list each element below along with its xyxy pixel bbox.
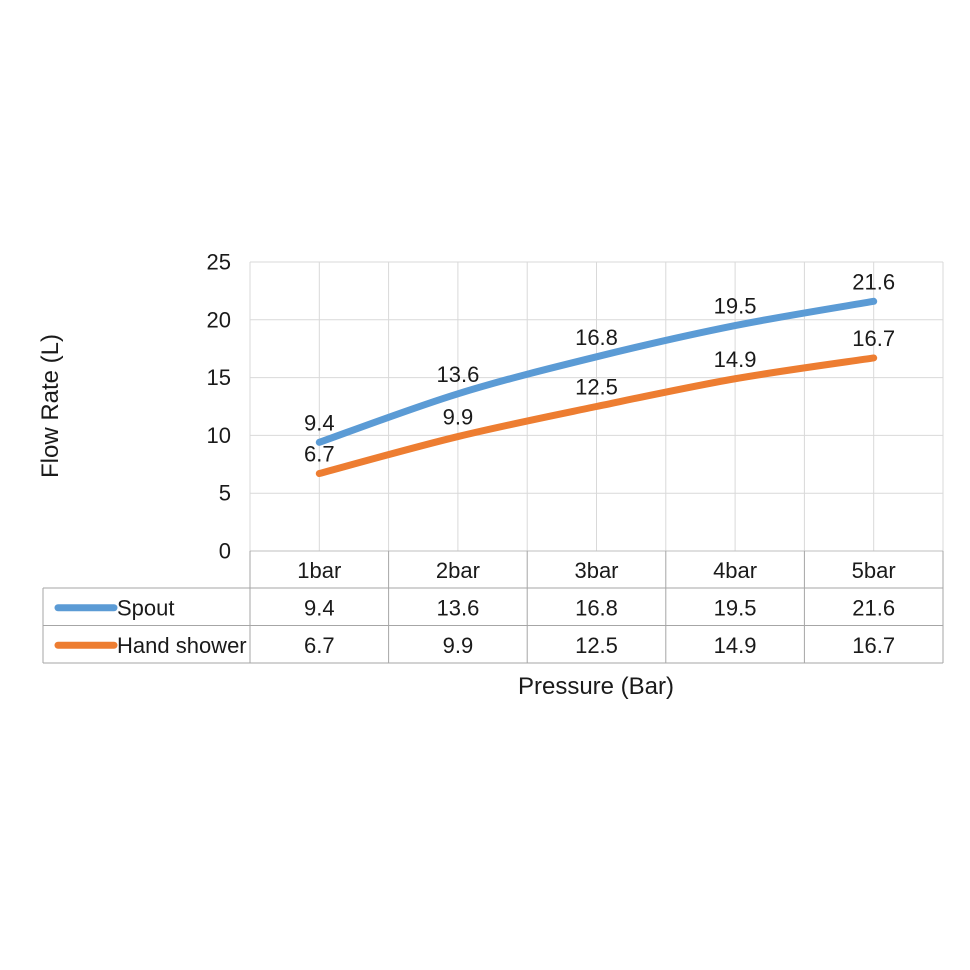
data-labels-hand-shower: 6.7 9.9 12.5 14.9 16.7 xyxy=(304,326,895,467)
category-labels: 1bar 2bar 3bar 4bar 5bar xyxy=(297,558,895,583)
series-line-spout xyxy=(315,297,878,446)
table-cell-value: 12.5 xyxy=(575,633,618,658)
table-cell-value: 13.6 xyxy=(436,595,479,620)
y-tick-label: 10 xyxy=(207,423,231,448)
y-axis-title: Flow Rate (L) xyxy=(37,333,64,479)
data-label: 19.5 xyxy=(714,294,757,319)
data-label: 16.7 xyxy=(852,326,895,351)
data-label: 13.6 xyxy=(436,362,479,387)
y-tick-label: 0 xyxy=(219,539,231,564)
table-cell-value: 21.6 xyxy=(852,595,895,620)
legend-label: Spout xyxy=(117,595,175,620)
y-tick-label: 5 xyxy=(219,481,231,506)
table-cell-value: 19.5 xyxy=(714,595,757,620)
data-label: 9.4 xyxy=(304,410,335,435)
data-label: 21.6 xyxy=(852,269,895,294)
table-cell-value: 16.8 xyxy=(575,595,618,620)
table-cell-value: 6.7 xyxy=(304,633,335,658)
data-label: 9.9 xyxy=(443,405,474,430)
y-tick-label: 25 xyxy=(207,250,231,275)
table-cell-value: 14.9 xyxy=(714,633,757,658)
category-label: 1bar xyxy=(297,558,341,583)
category-label: 4bar xyxy=(713,558,757,583)
series-line-hand-shower xyxy=(315,354,878,478)
data-label: 6.7 xyxy=(304,442,335,467)
table-row-hand-shower: Hand shower 6.7 9.9 12.5 14.9 16.7 xyxy=(54,633,895,658)
category-label: 5bar xyxy=(852,558,896,583)
data-label: 16.8 xyxy=(575,325,618,350)
y-axis-tick-labels: 0 5 10 15 20 25 xyxy=(207,250,231,564)
legend-label: Hand shower xyxy=(117,633,247,658)
data-label: 14.9 xyxy=(714,347,757,372)
table-row-spout: Spout 9.4 13.6 16.8 19.5 21.6 xyxy=(54,595,895,620)
plot-gridlines xyxy=(249,261,944,551)
table-cell-value: 9.4 xyxy=(304,595,335,620)
data-label: 12.5 xyxy=(575,375,618,400)
x-axis-title: Pressure (Bar) xyxy=(517,673,675,700)
data-table xyxy=(42,551,944,664)
data-labels-spout: 9.4 13.6 16.8 19.5 21.6 xyxy=(304,269,895,435)
table-cell-value: 16.7 xyxy=(852,633,895,658)
table-cell-value: 9.9 xyxy=(443,633,474,658)
category-label: 2bar xyxy=(436,558,480,583)
category-label: 3bar xyxy=(574,558,618,583)
y-tick-label: 15 xyxy=(207,365,231,390)
y-tick-label: 20 xyxy=(207,307,231,332)
